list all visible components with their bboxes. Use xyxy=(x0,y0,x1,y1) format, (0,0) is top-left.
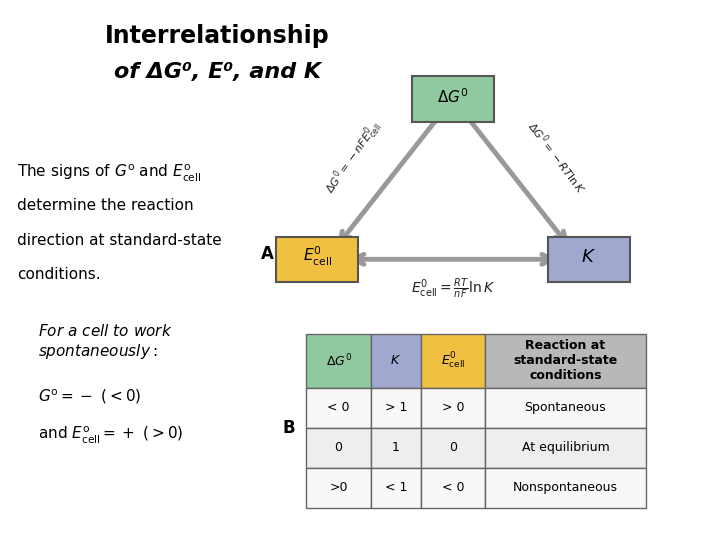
Text: direction at standard-state: direction at standard-state xyxy=(17,233,222,247)
Bar xyxy=(307,334,371,388)
Text: $\Delta G^0 = -nFE^0_{\rm cell}$: $\Delta G^0 = -nFE^0_{\rm cell}$ xyxy=(320,117,385,198)
Text: Spontaneous: Spontaneous xyxy=(525,401,606,414)
Bar xyxy=(307,428,371,468)
Text: Nonspontaneous: Nonspontaneous xyxy=(513,481,618,494)
Bar xyxy=(485,334,646,388)
Text: > 0: > 0 xyxy=(441,401,464,414)
Bar xyxy=(485,428,646,468)
Text: < 0: < 0 xyxy=(441,481,464,494)
Bar xyxy=(420,388,485,428)
Text: B: B xyxy=(282,418,295,437)
Text: conditions.: conditions. xyxy=(17,267,101,282)
FancyBboxPatch shape xyxy=(547,237,630,282)
Text: of ΔG⁰, E⁰, and K: of ΔG⁰, E⁰, and K xyxy=(114,62,320,82)
Bar xyxy=(371,468,420,508)
FancyBboxPatch shape xyxy=(412,76,494,122)
FancyBboxPatch shape xyxy=(276,237,359,282)
Bar xyxy=(371,388,420,428)
Text: and $E^{\rm o}_{\rm cell} = +\ (>0)$: and $E^{\rm o}_{\rm cell} = +\ (>0)$ xyxy=(38,425,184,446)
Bar xyxy=(307,468,371,508)
Text: $\it{For\ a\ cell\ to\ work}$
$\it{spontaneously:}$: $\it{For\ a\ cell\ to\ work}$ $\it{spont… xyxy=(38,323,173,361)
Text: $E^0_{\rm cell}$: $E^0_{\rm cell}$ xyxy=(302,245,332,268)
Text: 0: 0 xyxy=(449,441,457,454)
Bar xyxy=(420,334,485,388)
Text: $\Delta G^0 = -RT\ln K$: $\Delta G^0 = -RT\ln K$ xyxy=(524,118,589,197)
Text: determine the reaction: determine the reaction xyxy=(17,198,194,213)
Bar xyxy=(307,388,371,428)
Text: $E^0_{\rm cell}$: $E^0_{\rm cell}$ xyxy=(441,350,465,371)
Text: $\Delta G^0$: $\Delta G^0$ xyxy=(325,353,351,369)
Text: 1: 1 xyxy=(392,441,400,454)
Bar xyxy=(371,428,420,468)
Text: $E^0_{\rm cell} = \frac{RT}{nF}\ln K$: $E^0_{\rm cell} = \frac{RT}{nF}\ln K$ xyxy=(410,276,495,301)
Text: At equilibrium: At equilibrium xyxy=(521,441,609,454)
Text: < 1: < 1 xyxy=(384,481,407,494)
Text: $K$: $K$ xyxy=(390,354,401,367)
Text: The signs of $G^{\rm o}$ and $E^{\rm o}_{\rm cell}$: The signs of $G^{\rm o}$ and $E^{\rm o}_… xyxy=(17,163,202,184)
Text: >0: >0 xyxy=(329,481,348,494)
Bar xyxy=(420,428,485,468)
Text: Interrelationship: Interrelationship xyxy=(104,24,330,48)
Text: $K$: $K$ xyxy=(581,248,596,266)
Bar xyxy=(371,334,420,388)
Text: > 1: > 1 xyxy=(384,401,407,414)
Text: $G^{\rm o} = -\ (<0)$: $G^{\rm o} = -\ (<0)$ xyxy=(38,388,142,406)
Text: Reaction at
standard-state
conditions: Reaction at standard-state conditions xyxy=(513,339,618,382)
Text: < 0: < 0 xyxy=(328,401,350,414)
Text: A: A xyxy=(261,245,274,263)
Bar xyxy=(420,468,485,508)
Bar xyxy=(485,388,646,428)
Text: $\Delta G^0$: $\Delta G^0$ xyxy=(437,87,469,106)
Text: 0: 0 xyxy=(335,441,343,454)
Bar xyxy=(485,468,646,508)
